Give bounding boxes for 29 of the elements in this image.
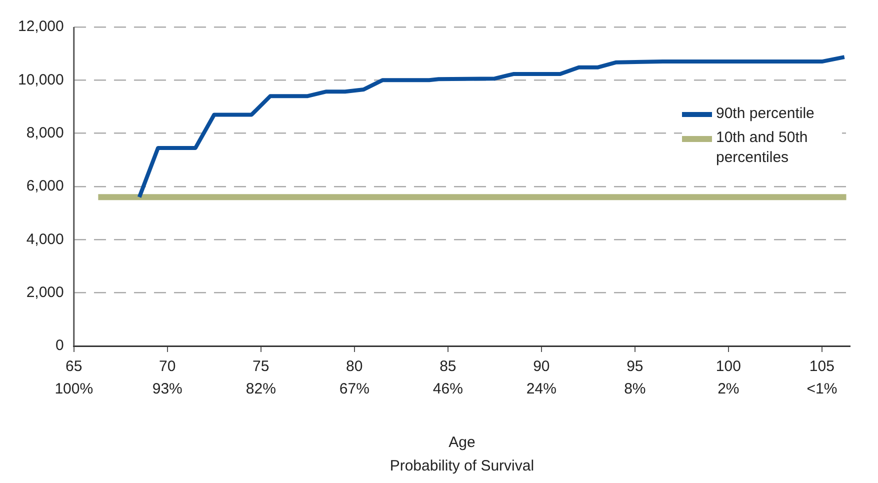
x-tick-label: 95 — [626, 358, 644, 376]
text: Probability of Survival — [390, 458, 534, 475]
text: 82% — [246, 380, 276, 398]
legend-label: 10th and 50th percentiles — [716, 128, 809, 168]
y-tick-label: 2,000 — [26, 284, 64, 301]
x-axis-title: Age — [448, 434, 476, 452]
legend-label: 90th percentile — [716, 104, 814, 124]
y-tick-label: 0 — [56, 337, 64, 354]
x-tick-label: 100 — [716, 358, 741, 376]
y-tick-label: 10,000 — [18, 71, 64, 88]
y-tick-label: 12,000 — [18, 18, 64, 36]
text: 2% — [718, 380, 740, 398]
x-tick-label: 65 — [66, 358, 82, 376]
text: 100% — [54, 380, 94, 398]
y-tick-label: 4,000 — [26, 230, 64, 248]
text: 24% — [526, 380, 556, 398]
text: 67% — [339, 380, 370, 398]
x-tick-label: 70 — [159, 358, 176, 376]
x-tick-label: 80 — [346, 358, 363, 376]
y-tick-label: 6,000 — [26, 178, 64, 195]
x-tick-label: 105 — [809, 358, 834, 376]
y-tick-label: 8,000 — [26, 124, 64, 142]
text: 46% — [432, 380, 463, 398]
x-tick-label: 90 — [533, 358, 550, 376]
text: 8% — [624, 380, 646, 398]
text: 93% — [152, 380, 182, 398]
text: <1% — [806, 380, 838, 398]
x-tick-label: 85 — [440, 358, 456, 376]
x-tick-label: 75 — [252, 358, 270, 376]
